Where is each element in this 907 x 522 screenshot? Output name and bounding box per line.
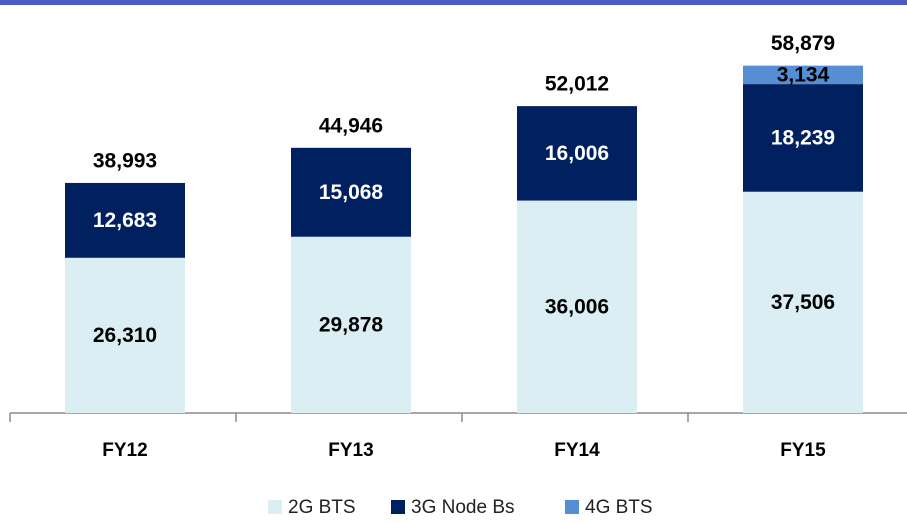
bar-segment <box>65 182 185 258</box>
x-tick-label: FY12 <box>102 440 147 461</box>
data-label: 15,068 <box>319 181 384 204</box>
data-label: 36,006 <box>545 295 609 318</box>
total-label: 58,879 <box>771 32 835 55</box>
x-tick-label: FY14 <box>554 440 600 461</box>
x-tick-label: FY15 <box>780 440 826 461</box>
bar-segment <box>743 191 863 413</box>
total-label: 44,946 <box>319 114 383 137</box>
bar-segment <box>291 147 411 237</box>
data-label: 18,239 <box>771 126 835 149</box>
x-axis-separators <box>9 413 689 422</box>
bar-segment <box>65 257 185 413</box>
legend-label: 4G BTS <box>585 497 653 517</box>
data-label: 12,683 <box>93 209 157 232</box>
data-label: 29,878 <box>319 313 384 336</box>
bar-segment <box>743 84 863 192</box>
legend-label: 3G Node Bs <box>411 497 515 517</box>
total-label: 52,012 <box>545 73 609 96</box>
legend-label: 2G BTS <box>288 497 356 517</box>
data-label: 37,506 <box>771 291 835 314</box>
bar-segment <box>743 65 863 85</box>
legend-swatch <box>391 500 405 514</box>
data-label: 26,310 <box>93 324 157 347</box>
bar-segment <box>291 236 411 413</box>
data-label: 3,134 <box>777 63 830 86</box>
x-tick-label: FY13 <box>328 440 373 461</box>
data-label: 16,006 <box>545 142 609 165</box>
legend-swatch <box>565 500 579 514</box>
bar-segment <box>517 200 637 413</box>
top-rule <box>0 0 907 5</box>
total-label: 38,993 <box>93 149 157 172</box>
bar-segment <box>517 106 637 201</box>
legend-swatch <box>268 500 282 514</box>
